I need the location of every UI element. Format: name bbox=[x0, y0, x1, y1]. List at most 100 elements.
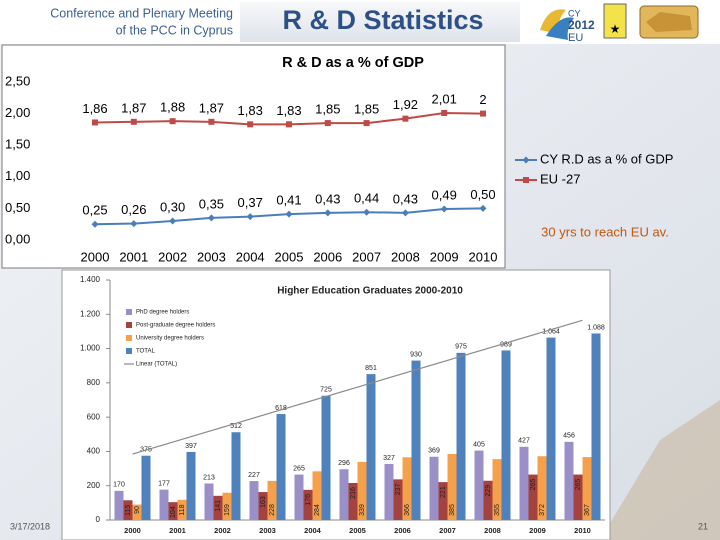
page-number: 21 bbox=[698, 521, 708, 531]
x-tick-label: 2007 bbox=[439, 526, 456, 535]
legend-marker bbox=[522, 156, 530, 164]
data-label: 2 bbox=[479, 92, 486, 107]
x-tick-label: 2003 bbox=[259, 526, 276, 535]
legend-label: TOTAL bbox=[136, 349, 155, 355]
bar bbox=[474, 450, 484, 520]
point bbox=[480, 110, 486, 117]
point bbox=[130, 220, 138, 228]
bar bbox=[132, 504, 142, 520]
data-label: 0,35 bbox=[199, 196, 224, 211]
bar bbox=[204, 483, 214, 520]
x-tick-label: 2006 bbox=[313, 249, 342, 264]
bar bbox=[483, 480, 493, 520]
bar bbox=[492, 459, 502, 520]
data-label: 851 bbox=[365, 365, 377, 372]
chart-frame bbox=[1, 44, 506, 269]
x-tick-label: 2001 bbox=[119, 249, 148, 264]
bar bbox=[294, 474, 304, 520]
data-label: 618 bbox=[275, 405, 287, 412]
x-tick-label: 2009 bbox=[529, 526, 546, 535]
bar bbox=[312, 471, 322, 520]
data-label: 0,49 bbox=[432, 187, 457, 202]
data-label: 405 bbox=[473, 441, 485, 448]
map-decoration bbox=[600, 400, 720, 540]
x-tick-label: 2009 bbox=[430, 249, 459, 264]
y-tick-label: 0,00 bbox=[5, 231, 30, 246]
bar bbox=[528, 474, 538, 520]
point bbox=[286, 121, 292, 128]
bar bbox=[177, 499, 187, 520]
data-label: 512 bbox=[230, 423, 242, 430]
bar bbox=[303, 489, 313, 520]
point bbox=[246, 213, 254, 221]
y-tick-label: 200 bbox=[87, 481, 101, 490]
data-label: 725 bbox=[320, 387, 332, 394]
data-label: 1,85 bbox=[315, 102, 340, 117]
point bbox=[363, 208, 371, 216]
legend-label: CY R.D as a % of GDP bbox=[540, 151, 673, 166]
x-tick-label: 2001 bbox=[169, 526, 186, 535]
data-label: 1,83 bbox=[276, 103, 301, 118]
y-tick-label: 0,50 bbox=[5, 200, 30, 215]
svg-text:CY: CY bbox=[568, 8, 581, 18]
bar bbox=[123, 500, 133, 520]
x-tick-label: 2002 bbox=[214, 526, 231, 535]
x-tick-label: 2010 bbox=[469, 249, 498, 264]
x-tick-label: 2006 bbox=[394, 526, 411, 535]
y-tick-label: 0 bbox=[96, 515, 101, 524]
bar bbox=[213, 495, 223, 520]
bar bbox=[537, 456, 547, 520]
point bbox=[363, 120, 370, 127]
bar bbox=[186, 451, 196, 520]
bar bbox=[348, 482, 358, 520]
legend-label: Linear (TOTAL) bbox=[136, 362, 177, 368]
data-label: 1,92 bbox=[393, 97, 418, 112]
data-label: 216 bbox=[350, 487, 357, 499]
bar bbox=[393, 479, 403, 520]
data-label: 265 bbox=[530, 479, 537, 491]
bar bbox=[339, 469, 349, 520]
bar bbox=[519, 446, 529, 520]
point bbox=[91, 220, 99, 228]
bar bbox=[456, 352, 466, 520]
chart-frame bbox=[61, 269, 611, 540]
data-label: 0,25 bbox=[82, 203, 107, 218]
data-label: 221 bbox=[440, 486, 447, 498]
x-tick-label: 2002 bbox=[158, 249, 187, 264]
legend-swatch bbox=[126, 309, 132, 315]
legend-label: University degree holders bbox=[136, 336, 204, 342]
y-tick-label: 800 bbox=[87, 378, 101, 387]
svg-text:2012: 2012 bbox=[568, 18, 595, 32]
bar bbox=[546, 337, 556, 520]
bar bbox=[501, 350, 511, 520]
point bbox=[285, 210, 293, 218]
data-label: 327 bbox=[383, 455, 395, 462]
point bbox=[324, 209, 332, 217]
point bbox=[324, 120, 331, 127]
data-label: 265 bbox=[575, 479, 582, 491]
y-tick-label: 1,50 bbox=[5, 137, 30, 152]
y-tick-label: 400 bbox=[87, 447, 101, 456]
bar bbox=[573, 474, 583, 520]
data-label: 176 bbox=[305, 494, 312, 506]
x-tick-label: 2010 bbox=[574, 526, 591, 535]
x-tick-label: 2005 bbox=[349, 526, 366, 535]
data-label: 0,26 bbox=[121, 202, 146, 217]
data-label: 177 bbox=[158, 481, 170, 488]
data-label: 1.064 bbox=[542, 328, 560, 335]
point bbox=[479, 204, 487, 212]
legend-marker bbox=[523, 177, 529, 183]
data-label: 228 bbox=[269, 504, 276, 516]
bar bbox=[366, 374, 376, 520]
legend-label: Post-graduate degree holders bbox=[136, 323, 215, 329]
x-tick-label: 2005 bbox=[275, 249, 304, 264]
data-label: 159 bbox=[224, 504, 231, 516]
point bbox=[208, 118, 215, 125]
bar bbox=[276, 414, 286, 520]
point bbox=[440, 205, 448, 213]
data-label: 1.088 bbox=[587, 324, 605, 331]
data-label: 385 bbox=[449, 504, 456, 516]
bar bbox=[591, 333, 601, 520]
header-left: Conference and Plenary Meeting bbox=[50, 6, 233, 20]
data-label: 0,37 bbox=[238, 195, 263, 210]
